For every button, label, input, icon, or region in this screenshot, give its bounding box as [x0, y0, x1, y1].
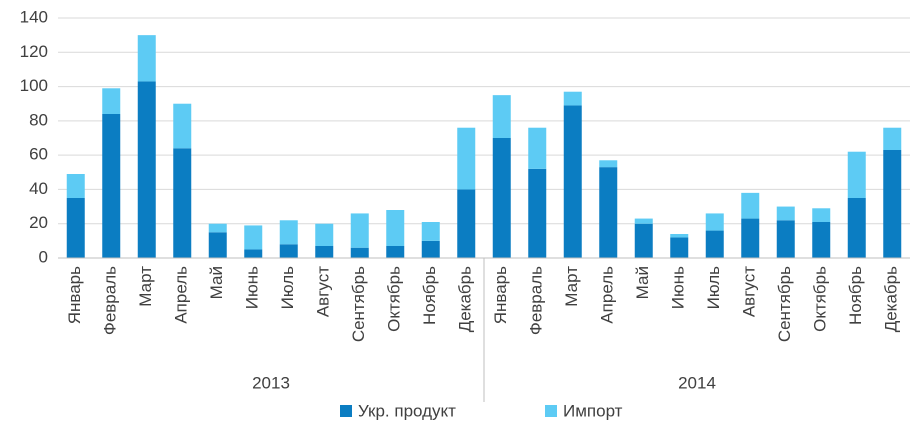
x-tick-label: Март [562, 266, 581, 307]
legend-swatch [545, 405, 557, 417]
y-tick-label: 40 [29, 179, 48, 198]
bar-segment [102, 114, 121, 258]
bar-segment [66, 198, 85, 258]
bar-segment [528, 168, 547, 258]
x-tick-label: Октябрь [811, 266, 830, 332]
bar-segment [670, 234, 689, 238]
x-tick-label: Сентябрь [775, 266, 794, 342]
bar-segment [741, 218, 760, 258]
bar-segment [244, 249, 263, 258]
legend-swatch [340, 405, 352, 417]
x-tick-label: Ноябрь [420, 266, 439, 325]
bar-segment [315, 246, 334, 258]
y-tick-label: 0 [39, 247, 48, 266]
x-tick-label: Февраль [101, 266, 120, 335]
bar-segment [173, 148, 192, 258]
bar-segment [634, 223, 653, 258]
bar-segment [208, 223, 227, 233]
x-tick-label: Июль [704, 266, 723, 310]
x-tick-label: Август [740, 266, 759, 317]
x-tick-label: Июль [278, 266, 297, 310]
bar-segment [279, 220, 298, 245]
bar-segment [421, 222, 440, 241]
x-tick-label: Январь [491, 266, 510, 324]
x-tick-label: Май [633, 266, 652, 299]
bar-segment [350, 213, 369, 248]
bar-segment [883, 127, 902, 150]
x-tick-label: Май [207, 266, 226, 299]
bar-segment [670, 237, 689, 258]
x-tick-label: Февраль [527, 266, 546, 335]
bar-segment [137, 35, 156, 82]
y-tick-label: 100 [20, 76, 48, 95]
bar-segment [244, 225, 263, 250]
bar-segment [812, 222, 831, 258]
bar-segment [634, 218, 653, 224]
bar-segment [386, 246, 405, 258]
bar-segment [457, 189, 476, 258]
bar-segment [705, 213, 724, 231]
bar-segment [812, 208, 831, 222]
bar-segment [883, 150, 902, 258]
legend-label: Укр. продукт [358, 401, 456, 420]
bar-segment [102, 88, 121, 114]
x-tick-label: Апрель [172, 266, 191, 324]
y-tick-label: 20 [29, 213, 48, 232]
bar-segment [776, 220, 795, 258]
x-tick-label: Ноябрь [846, 266, 865, 325]
bar-segment [208, 232, 227, 258]
x-tick-label: Октябрь [385, 266, 404, 332]
bar-segment [173, 103, 192, 149]
bar-segment [528, 127, 547, 169]
bar-segment [563, 105, 582, 258]
y-tick-label: 60 [29, 145, 48, 164]
bar-segment [315, 223, 334, 246]
bar-segment [421, 240, 440, 258]
x-tick-label: Март [136, 266, 155, 307]
bar-segment [776, 206, 795, 221]
bar-segment [563, 91, 582, 106]
bar-segment [492, 138, 511, 258]
bar-segment [386, 210, 405, 246]
legend-label: Импорт [563, 401, 623, 420]
x-tick-label: Сентябрь [349, 266, 368, 342]
y-tick-label: 120 [20, 42, 48, 61]
bar-segment [457, 127, 476, 190]
bar-segment [741, 192, 760, 219]
x-tick-label: Декабрь [882, 266, 901, 332]
bar-segment [279, 244, 298, 258]
x-tick-label: Июнь [669, 266, 688, 309]
bar-segment [599, 160, 618, 168]
bar-segment [350, 247, 369, 258]
bar-segment [705, 230, 724, 258]
bar-segment [137, 81, 156, 258]
bar-segment [492, 95, 511, 138]
x-tick-label: Апрель [598, 266, 617, 324]
x-tick-label: Август [314, 266, 333, 317]
bar-segment [66, 174, 85, 198]
x-tick-label: Январь [65, 266, 84, 324]
y-tick-label: 80 [29, 110, 48, 129]
bar-segment [847, 198, 866, 258]
bar-segment [847, 151, 866, 198]
x-tick-label: Июнь [243, 266, 262, 309]
y-tick-label: 140 [20, 7, 48, 26]
x-tick-label: Декабрь [456, 266, 475, 332]
group-label: 2014 [678, 373, 716, 392]
bar-segment [599, 167, 618, 258]
group-label: 2013 [252, 373, 290, 392]
